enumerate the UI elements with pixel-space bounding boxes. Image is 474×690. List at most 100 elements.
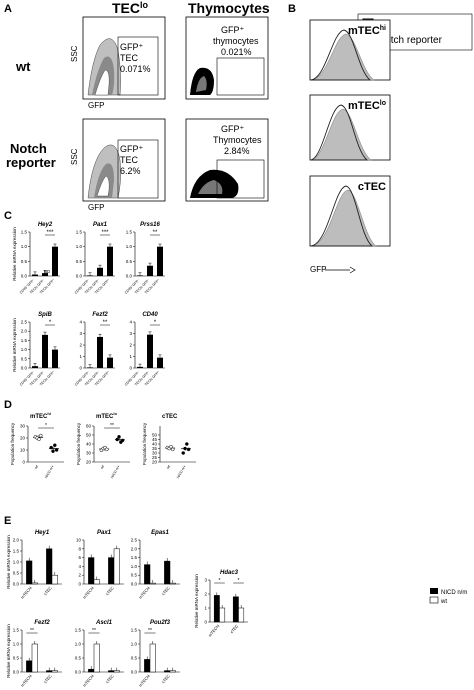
bar-nicd — [46, 548, 53, 585]
data-point — [49, 445, 53, 450]
y-tick-label: 50 — [86, 433, 92, 438]
category-label: mTEChi — [20, 585, 33, 599]
bar — [147, 265, 153, 276]
y-tick-label: 1 — [204, 606, 207, 611]
bar-nicd — [144, 659, 151, 673]
y-tick-label: 1.5 — [75, 628, 82, 633]
category-label: mTEChi — [82, 673, 95, 687]
legend-label-notch: Notch reporter — [378, 35, 443, 46]
dotplot-title: mTEChi — [30, 411, 51, 420]
category-label: mTEChi — [82, 585, 95, 599]
y-tick-label: 0.5 — [131, 573, 138, 578]
bar — [52, 246, 58, 276]
bar-nicd — [108, 670, 115, 673]
sig-marker: ** — [153, 230, 158, 236]
y-tick-label: 4 — [129, 320, 132, 325]
chart-pax1: Pax1 0 2 4 6 8 10 mTEChi cTEC — [76, 530, 124, 600]
y-tick-label: 1.0 — [13, 560, 20, 565]
x-category-label: NICD n/+ — [110, 465, 121, 480]
histogram-2: mTEClo — [309, 94, 391, 161]
histogram-notch-reporter — [309, 33, 375, 81]
y-tick-label: 1.5 — [126, 230, 133, 235]
histogram-wt — [309, 29, 372, 81]
bar-nicd — [164, 560, 171, 585]
sig-marker: * — [238, 578, 240, 584]
bar — [97, 267, 103, 276]
chart-title: CD40 — [142, 312, 158, 318]
y-tick-label: 0.5 — [76, 259, 83, 264]
y-tick-label: 1.5 — [13, 628, 20, 633]
y-tick-label: 40 — [86, 442, 92, 447]
bar-wt — [113, 548, 120, 585]
y-tick-label: 2.5 — [131, 538, 138, 543]
bar-nicd — [108, 557, 115, 585]
bar-nicd — [144, 564, 151, 585]
bar-wt — [93, 643, 100, 673]
y-tick-label: 0.0 — [126, 274, 133, 279]
legend-e: NICD n/m wt — [429, 588, 467, 605]
y-tick-label: 2.0 — [131, 546, 138, 551]
y-tick-label: 1.0 — [21, 347, 28, 352]
chart-pou2f3: Pou2f3 0.0 0.5 1.0 1.5 mTEChi ** cTEC — [131, 620, 180, 688]
y-tick-label: 1.5 — [13, 549, 20, 554]
bar-wt — [169, 582, 176, 585]
bar-nicd — [26, 660, 33, 673]
y-tick-label: 3 — [204, 578, 207, 583]
dotplot-title-main: mTEC — [30, 414, 48, 420]
chart-title: Epas1 — [151, 530, 169, 536]
y-tick-label: 0.0 — [76, 274, 83, 279]
y-tick-label: 2.5 — [21, 320, 28, 325]
gate-wt-tec-l3: 0.071% — [120, 64, 151, 74]
y-tick-label: 6 — [78, 555, 81, 560]
data-point — [183, 446, 187, 451]
y-tick-label: 0.5 — [21, 356, 28, 361]
row-label-wt: wt — [15, 59, 31, 74]
y-tick-label: 1.0 — [131, 564, 138, 569]
y-tick-label: 1.0 — [21, 244, 28, 249]
y-axis-label: Relative mRNA expression — [12, 227, 17, 281]
sig-marker: * — [45, 423, 47, 429]
chart-title: Pou2f3 — [150, 620, 171, 626]
histo-xaxis-label: GFP — [310, 265, 326, 274]
y-tick-label: 1.0 — [126, 244, 133, 249]
bar-wt — [149, 582, 156, 585]
y-tick-label: 0.5 — [13, 571, 20, 576]
category-label: cTEC — [105, 585, 115, 596]
chart-title: Hey1 — [35, 530, 50, 536]
y-tick-label: 1.5 — [131, 628, 138, 633]
histogram-wt — [309, 185, 374, 247]
y-tick-label: 2 — [78, 573, 81, 578]
bar-wt — [51, 670, 58, 673]
panel-e-letter: E — [4, 515, 11, 527]
flow-plot-notch-tec: GFP⁺ TEC 6.2% SSC GFP — [70, 118, 166, 212]
gate-wt-thy-l3: 0.021% — [221, 47, 252, 57]
data-point — [53, 443, 57, 447]
y-tick-label: 2.0 — [21, 329, 28, 334]
category-label: cTEC — [161, 585, 171, 596]
data-point — [185, 442, 189, 446]
gate-nr-thy-l1: GFP⁺ — [221, 124, 245, 134]
y-tick-label: 60 — [86, 424, 92, 429]
bar — [137, 275, 143, 277]
bar-wt — [113, 670, 120, 673]
y-tick-label: 0.0 — [21, 274, 28, 279]
y-axis-label: Relative mRNA expression — [12, 318, 17, 372]
category-label: mTEChi — [138, 585, 151, 599]
bar — [42, 273, 48, 276]
chart-title: SpiB — [38, 312, 52, 318]
bar-wt — [31, 643, 38, 673]
histogram-title: mTEClo — [348, 100, 386, 112]
histogram-title-main: mTEC — [348, 25, 380, 37]
chart-title: Pax1 — [93, 222, 108, 228]
y-tick-label: 0.5 — [13, 656, 20, 661]
sig-marker: *** — [46, 230, 54, 236]
y-tick-label: 1.5 — [76, 230, 83, 235]
category-label: cTEC — [229, 623, 239, 634]
bar — [107, 357, 113, 368]
x-category-label: NICD n/+ — [176, 465, 187, 480]
y-tick-label: 0.5 — [131, 656, 138, 661]
